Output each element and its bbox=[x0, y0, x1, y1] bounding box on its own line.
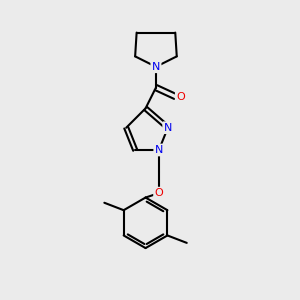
Text: O: O bbox=[176, 92, 185, 101]
Text: O: O bbox=[154, 188, 163, 198]
Text: N: N bbox=[155, 145, 163, 155]
Text: N: N bbox=[152, 62, 160, 72]
Text: N: N bbox=[164, 123, 172, 133]
